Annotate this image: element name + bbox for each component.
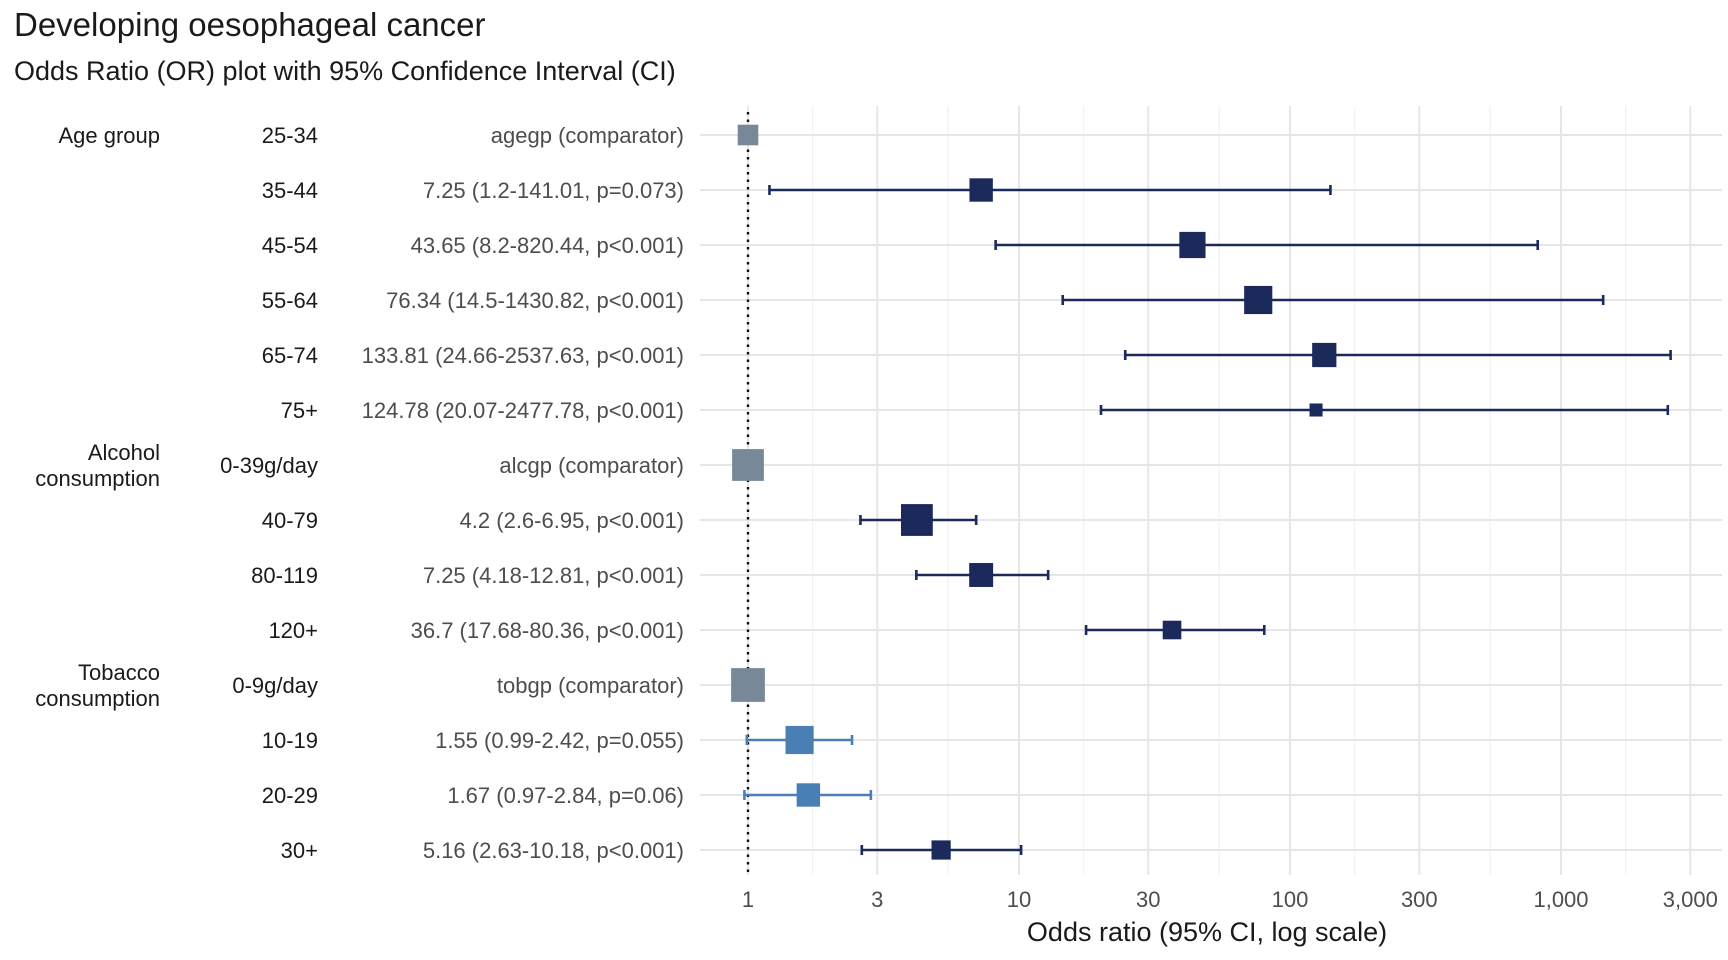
- x-tick-label: 1,000: [1533, 887, 1588, 912]
- point-estimate-marker: [1162, 620, 1182, 640]
- grid-lines: [747, 106, 1692, 875]
- estimate-label: tobgp (comparator): [497, 673, 684, 698]
- estimate-label: 4.2 (2.6-6.95, p<0.001): [460, 508, 684, 533]
- level-label: 20-29: [262, 783, 318, 808]
- group-label: Age group: [58, 123, 160, 148]
- row-labels: 25-34 agegp (comparator) 35-44 7.25 (1.2-14…: [35, 123, 684, 863]
- estimate-label: 124.78 (20.07-2477.78, p<0.001): [362, 398, 684, 423]
- point-estimate-marker: [732, 449, 764, 481]
- estimate-label: 36.7 (17.68-80.36, p<0.001): [411, 618, 684, 643]
- group-label: consumption: [35, 466, 160, 491]
- point-estimate-marker: [731, 668, 765, 702]
- estimate-label: 1.67 (0.97-2.84, p=0.06): [447, 783, 684, 808]
- level-label: 35-44: [262, 178, 318, 203]
- x-tick-label: 10: [1007, 887, 1031, 912]
- x-tick-label: 3,000: [1663, 887, 1718, 912]
- estimate-label: 43.65 (8.2-820.44, p<0.001): [411, 233, 684, 258]
- x-tick-label: 30: [1136, 887, 1160, 912]
- estimate-label: 133.81 (24.66-2537.63, p<0.001): [362, 343, 684, 368]
- level-label: 75+: [281, 398, 318, 423]
- x-tick-label: 100: [1272, 887, 1309, 912]
- point-estimate-marker: [796, 783, 821, 807]
- level-label: 45-54: [262, 233, 318, 258]
- point-estimate-marker: [785, 725, 814, 755]
- level-label: 0-39g/day: [220, 453, 318, 478]
- estimate-label: 76.34 (14.5-1430.82, p<0.001): [386, 288, 684, 313]
- point-estimate-marker: [931, 840, 951, 860]
- point-estimate-marker: [1179, 231, 1206, 259]
- estimate-label: 7.25 (1.2-141.01, p=0.073): [423, 178, 684, 203]
- group-label: Tobacco: [78, 660, 160, 685]
- point-estimate-marker: [969, 563, 994, 587]
- level-label: 120+: [268, 618, 318, 643]
- point-estimate-marker: [1312, 342, 1337, 368]
- ci-marks: [731, 124, 1672, 860]
- level-label: 25-34: [262, 123, 318, 148]
- level-label: 40-79: [262, 508, 318, 533]
- chart-title: Developing oesophageal cancer: [14, 6, 486, 43]
- level-label: 55-64: [262, 288, 318, 313]
- group-label: consumption: [35, 686, 160, 711]
- point-estimate-marker: [901, 504, 933, 536]
- x-axis: 1 3 10 30 100 300 1,000 3,000: [742, 887, 1718, 912]
- level-label: 65-74: [262, 343, 318, 368]
- estimate-label: alcgp (comparator): [499, 453, 684, 478]
- estimate-label: agegp (comparator): [491, 123, 684, 148]
- level-label: 30+: [281, 838, 318, 863]
- level-label: 80-119: [251, 563, 318, 588]
- x-tick-label: 3: [871, 887, 883, 912]
- level-label: 0-9g/day: [232, 673, 318, 698]
- x-axis-title: Odds ratio (95% CI, log scale): [1027, 917, 1387, 947]
- estimate-label: 1.55 (0.99-2.42, p=0.055): [435, 728, 684, 753]
- point-estimate-marker: [969, 178, 993, 202]
- x-tick-label: 300: [1401, 887, 1438, 912]
- point-estimate-marker: [737, 124, 759, 146]
- estimate-label: 7.25 (4.18-12.81, p<0.001): [423, 563, 684, 588]
- x-tick-label: 1: [742, 887, 754, 912]
- estimate-label: 5.16 (2.63-10.18, p<0.001): [423, 838, 684, 863]
- level-label: 10-19: [262, 728, 318, 753]
- point-estimate-marker: [1244, 285, 1273, 315]
- chart-subtitle: Odds Ratio (OR) plot with 95% Confidence…: [14, 56, 676, 86]
- group-label: Alcohol: [88, 440, 160, 465]
- point-estimate-marker: [1309, 403, 1323, 417]
